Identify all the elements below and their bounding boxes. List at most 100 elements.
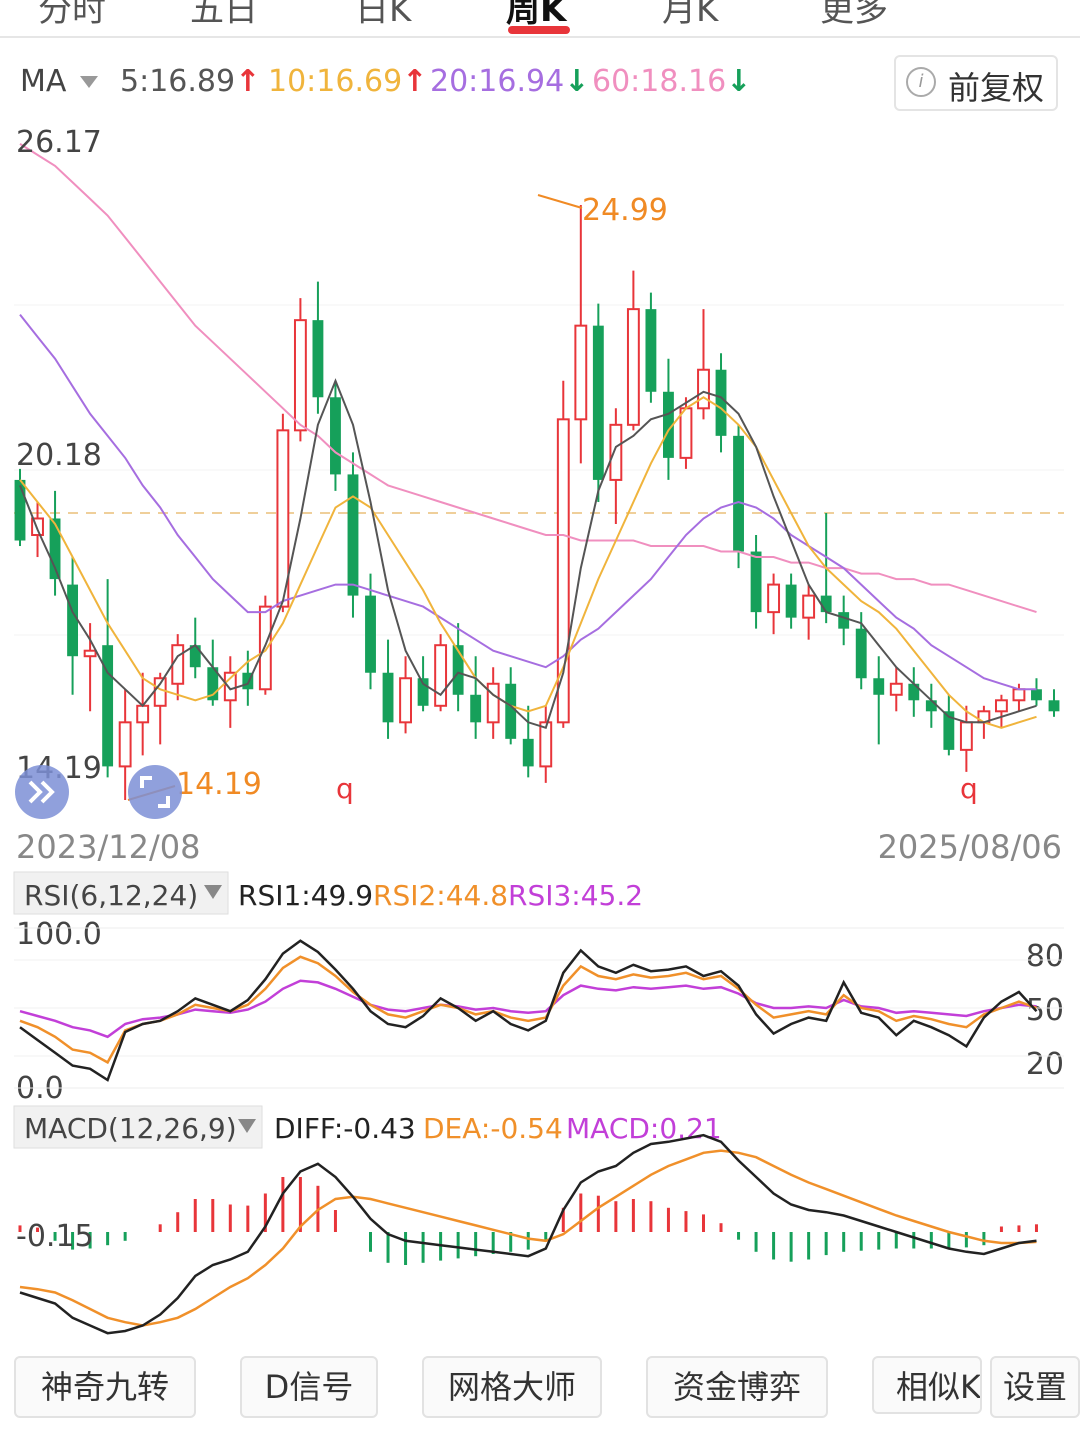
- high-label: 24.99: [582, 193, 668, 228]
- tab-daily-k[interactable]: 日K: [355, 0, 412, 30]
- candle-body: [889, 682, 903, 696]
- dea-value: DEA:-0.54: [423, 1112, 563, 1145]
- rsi3-value: RSI3:45.2: [508, 879, 643, 912]
- rsi2-value: RSI2:44.8: [373, 879, 508, 912]
- price-marks: [14, 205, 1060, 800]
- candle: [522, 705, 534, 778]
- candle: [14, 468, 26, 547]
- rsi1-value: RSI1:49.9: [238, 879, 373, 912]
- end-date-label: 2025/08/06: [878, 828, 1062, 866]
- tab-weekly-k[interactable]: 周K: [506, 0, 567, 30]
- rsi-selector[interactable]: [13, 871, 229, 915]
- candle: [486, 667, 500, 739]
- candle: [49, 490, 61, 596]
- rsi-selector-label: RSI(6,12,24): [24, 879, 198, 912]
- price-panel: [14, 126, 1064, 820]
- candle: [399, 656, 412, 734]
- candle-body: [522, 738, 534, 767]
- fullscreen-icon[interactable]: [128, 765, 182, 819]
- tab-five-day[interactable]: 五日: [190, 0, 258, 30]
- candle: [365, 573, 376, 690]
- ma10-arrow: ↑: [402, 64, 428, 99]
- tab-monthly-k[interactable]: 月K: [662, 0, 719, 30]
- candle: [908, 667, 920, 717]
- candle-body: [14, 479, 26, 541]
- candle-body: [733, 435, 744, 552]
- capital-game-button[interactable]: 资金博弈: [646, 1356, 828, 1418]
- candle-body: [663, 391, 674, 458]
- candle: [733, 424, 744, 569]
- candle: [855, 612, 867, 690]
- tab-intraday[interactable]: 分时: [38, 0, 106, 30]
- ma20-text: 20:16.94: [430, 64, 565, 99]
- candle: [102, 579, 114, 778]
- adjustment-mode-button[interactable]: i 前复权: [894, 55, 1058, 111]
- settings-button[interactable]: 设置: [990, 1356, 1080, 1418]
- ma-lines: [19, 143, 1037, 730]
- rsi3-line: [19, 979, 1037, 1039]
- candle-body: [908, 683, 920, 701]
- candle-body: [347, 474, 359, 596]
- candle-body: [486, 682, 500, 724]
- chevron-down-icon[interactable]: [238, 1119, 256, 1133]
- candle-body: [365, 595, 376, 673]
- ma-selector-label[interactable]: MA: [20, 64, 67, 99]
- candle: [715, 353, 727, 453]
- candle-body: [470, 694, 482, 723]
- ma5-value: 5:16.89↑: [120, 64, 260, 99]
- candle-body: [609, 423, 623, 481]
- macd-marks: [18, 1133, 1038, 1335]
- candle: [382, 639, 394, 739]
- macd-selector[interactable]: [13, 1105, 263, 1149]
- macd-axis-label: -0.15: [16, 1219, 94, 1254]
- candle: [697, 309, 710, 420]
- ma60-value: 60:18.16↓: [592, 64, 751, 99]
- candle-body: [855, 628, 867, 679]
- similar-k-button[interactable]: 相似K: [872, 1356, 982, 1414]
- chevron-down-icon[interactable]: [78, 74, 100, 90]
- candle: [873, 656, 885, 745]
- rsi-level-80: 80: [1026, 939, 1064, 974]
- candle: [889, 667, 903, 712]
- candle-body: [417, 678, 429, 706]
- candle-body: [802, 594, 816, 619]
- candle-body: [679, 407, 693, 459]
- ma20-value: 20:16.94↓: [430, 64, 589, 99]
- price-grid: [14, 304, 1064, 636]
- chevron-down-icon[interactable]: [204, 885, 222, 899]
- candle-body: [293, 319, 307, 432]
- candle: [470, 656, 482, 739]
- magic-nine-turns-button[interactable]: 神奇九转: [14, 1356, 196, 1418]
- candle: [312, 281, 324, 414]
- d-signal-button[interactable]: D信号: [240, 1356, 378, 1418]
- rsi-header: RSI(6,12,24) RSI1:49.9 RSI2:44.8 RSI3:45…: [13, 871, 643, 915]
- grid-master-button[interactable]: 网格大师: [422, 1356, 602, 1418]
- candle: [189, 617, 201, 679]
- signal-marker-q1: q: [336, 772, 354, 805]
- candle-body: [750, 551, 762, 613]
- candle: [293, 298, 307, 442]
- rsi-level-50: 50: [1026, 993, 1064, 1028]
- candle-body: [767, 583, 781, 614]
- candle: [838, 595, 850, 646]
- candle: [347, 452, 359, 618]
- candle: [1048, 689, 1060, 717]
- candle-body: [1031, 689, 1042, 701]
- tab-more[interactable]: 更多: [820, 0, 888, 30]
- candle-body: [697, 368, 710, 410]
- candle: [276, 413, 290, 613]
- macd-selector-label: MACD(12,26,9): [24, 1112, 237, 1145]
- expand-icon[interactable]: [15, 765, 69, 819]
- candle: [118, 689, 132, 800]
- candle: [574, 205, 588, 464]
- candle-body: [136, 704, 150, 724]
- candle: [767, 573, 781, 635]
- candle-body: [1048, 700, 1060, 712]
- candle: [802, 584, 816, 640]
- chart-area[interactable]: 26.17 20.18 14.19 24.99 14.19 q q 2023/1…: [0, 120, 1080, 1345]
- candle-body: [452, 645, 464, 695]
- candle-body: [83, 649, 97, 658]
- candle-body: [838, 612, 850, 629]
- candle: [943, 694, 955, 756]
- candle-body: [574, 324, 588, 421]
